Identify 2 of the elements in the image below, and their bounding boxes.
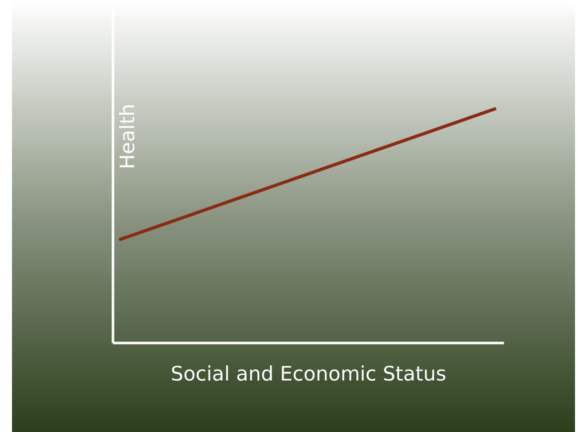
x-axis-title: Social and Economic Status xyxy=(172,365,446,381)
y-axis-title: Health xyxy=(119,105,134,168)
